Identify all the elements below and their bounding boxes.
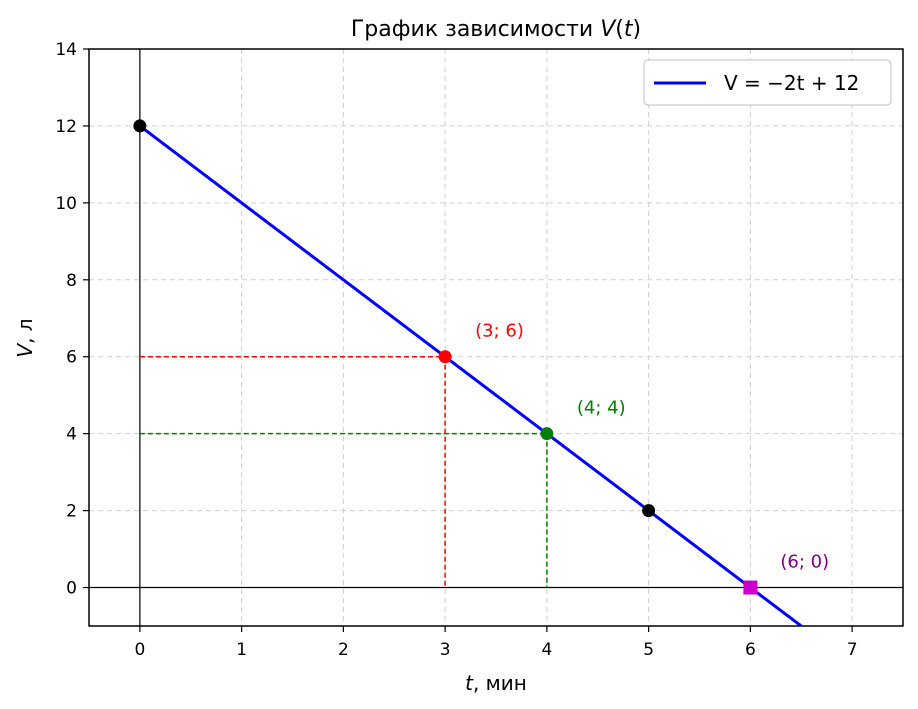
series-lines bbox=[138, 124, 803, 626]
data-point-square bbox=[743, 580, 758, 595]
x-axis-label: t, мин bbox=[465, 671, 527, 695]
x-axis-label-var: t bbox=[465, 671, 474, 695]
point-annotation: (6; 0) bbox=[780, 552, 829, 573]
data-point bbox=[133, 119, 147, 133]
point-annotation: (3; 6) bbox=[475, 321, 524, 342]
x-tick-label: 7 bbox=[847, 640, 858, 660]
y-tick-label: 0 bbox=[66, 579, 77, 599]
x-tick-label: 6 bbox=[745, 640, 756, 660]
y-tick-label: 4 bbox=[66, 425, 77, 445]
data-point bbox=[642, 504, 656, 518]
zero-axes bbox=[89, 49, 903, 626]
data-point bbox=[438, 350, 452, 364]
y-axis-label: V, л bbox=[13, 318, 37, 357]
chart-title: График зависимости V(t) bbox=[351, 17, 641, 42]
chart-title-open-paren: ( bbox=[615, 17, 624, 42]
legend-label: V = −2t + 12 bbox=[724, 71, 859, 95]
x-tick-label: 5 bbox=[643, 640, 654, 660]
plot-background bbox=[89, 49, 903, 626]
annotations: (3; 6) (4; 4) (6; 0) bbox=[475, 321, 829, 573]
y-tick-label: 12 bbox=[55, 117, 77, 137]
x-tick-label: 2 bbox=[338, 640, 349, 660]
data-points bbox=[133, 119, 758, 595]
x-tick-label: 0 bbox=[134, 640, 145, 660]
grid bbox=[89, 48, 903, 626]
x-tick-label: 1 bbox=[236, 640, 247, 660]
y-tick-label: 14 bbox=[55, 40, 77, 60]
x-tick-label: 4 bbox=[541, 640, 552, 660]
x-tick-label: 3 bbox=[440, 640, 451, 660]
chart-title-arg: t bbox=[624, 17, 634, 42]
y-axis-label-unit: , л bbox=[13, 318, 37, 344]
chart-title-prefix: График зависимости bbox=[351, 17, 600, 42]
plot-frame bbox=[88, 48, 904, 627]
x-axis-ticks: 0 1 2 3 4 5 6 7 bbox=[134, 626, 858, 660]
legend: V = −2t + 12 bbox=[643, 59, 892, 106]
data-point bbox=[540, 427, 554, 441]
y-tick-label: 2 bbox=[66, 502, 77, 522]
series-line bbox=[138, 124, 803, 626]
chart-title-var: V bbox=[600, 17, 617, 42]
x-axis-label-unit: , мин bbox=[473, 671, 527, 695]
y-axis-label-var: V bbox=[13, 343, 37, 358]
chart-title-close-paren: ) bbox=[633, 17, 642, 42]
point-annotation: (4; 4) bbox=[577, 398, 626, 419]
y-axis-ticks: 0 2 4 6 8 10 12 14 bbox=[55, 40, 89, 599]
y-tick-label: 8 bbox=[66, 271, 77, 291]
y-tick-label: 10 bbox=[55, 194, 77, 214]
y-tick-label: 6 bbox=[66, 348, 77, 368]
legend-box bbox=[643, 59, 892, 106]
guide-lines bbox=[139, 355, 548, 588]
